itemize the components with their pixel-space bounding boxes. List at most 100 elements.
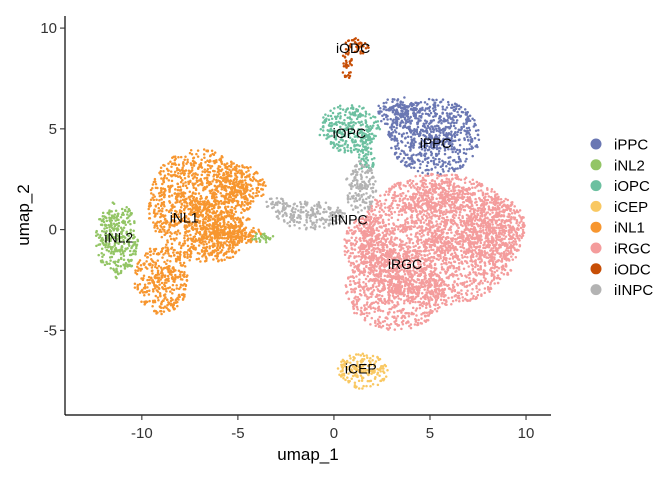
data-point — [204, 217, 208, 221]
data-point — [481, 191, 485, 194]
data-point — [469, 192, 472, 195]
data-point — [438, 276, 441, 279]
data-point — [401, 205, 404, 208]
data-point — [474, 230, 477, 233]
data-point — [199, 197, 202, 201]
data-point — [191, 226, 195, 229]
data-point — [488, 262, 491, 266]
data-point — [502, 255, 505, 258]
data-point — [444, 259, 448, 262]
data-point — [407, 312, 411, 315]
data-point — [430, 266, 433, 269]
data-point — [366, 275, 370, 278]
data-point — [400, 240, 403, 243]
data-point — [365, 260, 369, 264]
data-point — [480, 294, 483, 298]
data-point — [425, 223, 429, 226]
data-point — [206, 173, 209, 177]
data-point — [429, 208, 432, 212]
data-point — [225, 162, 229, 165]
data-point — [449, 183, 452, 187]
data-point — [418, 174, 422, 178]
data-point — [365, 248, 369, 252]
data-point — [485, 245, 489, 249]
data-point — [164, 287, 167, 291]
data-point — [401, 224, 405, 227]
data-point — [458, 191, 462, 194]
data-point — [466, 221, 470, 225]
data-point — [176, 182, 179, 185]
data-point — [157, 210, 161, 213]
data-point — [441, 302, 444, 305]
data-point — [229, 208, 232, 212]
data-point — [472, 226, 476, 229]
data-point — [428, 305, 432, 308]
data-point — [447, 228, 451, 231]
data-point — [492, 226, 496, 230]
data-point — [381, 220, 385, 223]
data-point — [433, 229, 437, 232]
data-point — [195, 179, 199, 182]
data-point — [387, 298, 391, 301]
data-point — [362, 273, 366, 277]
data-point — [391, 240, 394, 244]
data-point — [445, 218, 448, 222]
data-point — [444, 246, 448, 249]
data-point — [147, 207, 150, 211]
data-point — [173, 162, 177, 165]
data-point — [420, 285, 423, 288]
data-point — [456, 241, 460, 244]
data-point — [462, 200, 466, 204]
data-point — [453, 216, 456, 220]
data-point — [403, 293, 406, 296]
data-point — [468, 206, 471, 210]
data-point — [183, 204, 186, 208]
data-point — [358, 278, 361, 281]
data-point — [466, 214, 470, 217]
data-point — [175, 287, 179, 290]
data-point — [158, 228, 162, 232]
data-point — [162, 177, 166, 180]
data-point — [491, 266, 494, 269]
data-point — [363, 316, 367, 320]
data-point — [478, 230, 481, 233]
data-point — [212, 206, 216, 210]
data-point — [209, 251, 213, 255]
data-point — [388, 190, 391, 194]
data-point — [460, 260, 463, 264]
data-point — [205, 202, 209, 206]
data-point — [220, 202, 223, 205]
data-point — [411, 284, 414, 288]
data-point — [378, 324, 381, 328]
data-point — [433, 180, 437, 183]
data-point — [480, 202, 484, 206]
data-point — [444, 256, 447, 260]
data-point — [349, 264, 353, 267]
data-point — [479, 227, 482, 230]
data-point — [500, 257, 504, 261]
data-point — [447, 187, 451, 190]
data-point — [192, 156, 196, 160]
data-point — [468, 230, 472, 233]
data-point — [390, 216, 394, 220]
data-point — [468, 209, 472, 213]
data-point — [379, 274, 383, 278]
data-point — [425, 249, 428, 252]
data-point — [434, 187, 437, 190]
data-point — [389, 290, 392, 294]
data-point — [173, 231, 176, 235]
data-point — [407, 202, 411, 205]
data-point — [423, 210, 426, 213]
data-point — [358, 229, 361, 233]
data-point — [406, 181, 410, 185]
data-point — [190, 153, 194, 156]
data-point — [389, 269, 392, 273]
data-point — [455, 199, 458, 203]
data-point — [182, 173, 186, 177]
data-point — [388, 240, 392, 243]
data-point — [134, 269, 137, 272]
data-point — [418, 229, 422, 233]
data-point — [434, 304, 437, 307]
data-point — [418, 306, 422, 310]
data-point — [422, 213, 426, 216]
